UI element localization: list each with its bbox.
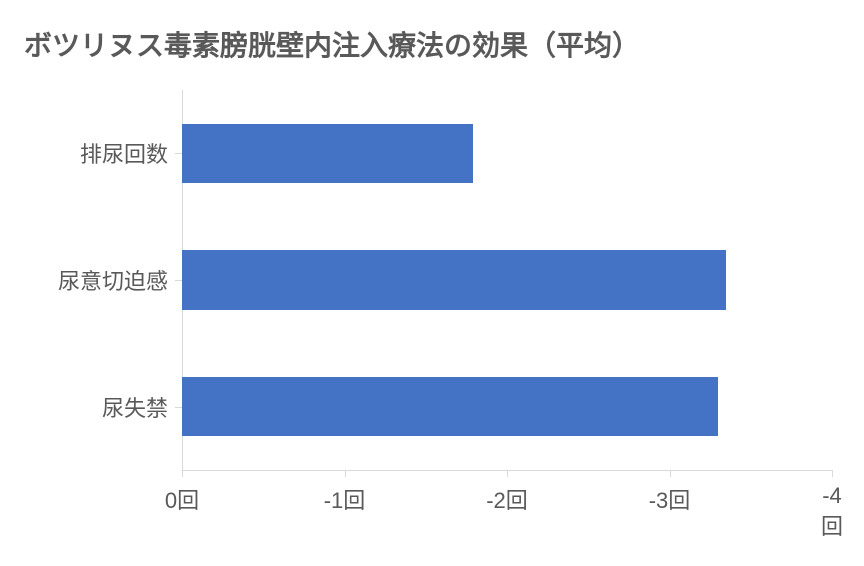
labels-layer: 0回 -1回 -2回 -3回 -4回 排尿回数尿意切迫感尿失禁: [0, 0, 864, 566]
x-tick-label: -3回: [649, 483, 691, 515]
x-tick-label: -4回: [816, 483, 848, 541]
chart-container: ボツリヌス毒素膀胱壁内注入療法の効果（平均） 0回-1回-2回-3回-4回排尿回…: [0, 0, 864, 566]
x-tick-label: -1回: [324, 483, 366, 515]
x-tick-label: 0回: [165, 483, 199, 515]
y-category-label: 尿意切迫感: [58, 264, 168, 296]
y-category-label: 尿失禁: [102, 391, 168, 423]
y-category-label: 排尿回数: [80, 137, 168, 169]
x-tick-label: -2回: [486, 483, 528, 515]
